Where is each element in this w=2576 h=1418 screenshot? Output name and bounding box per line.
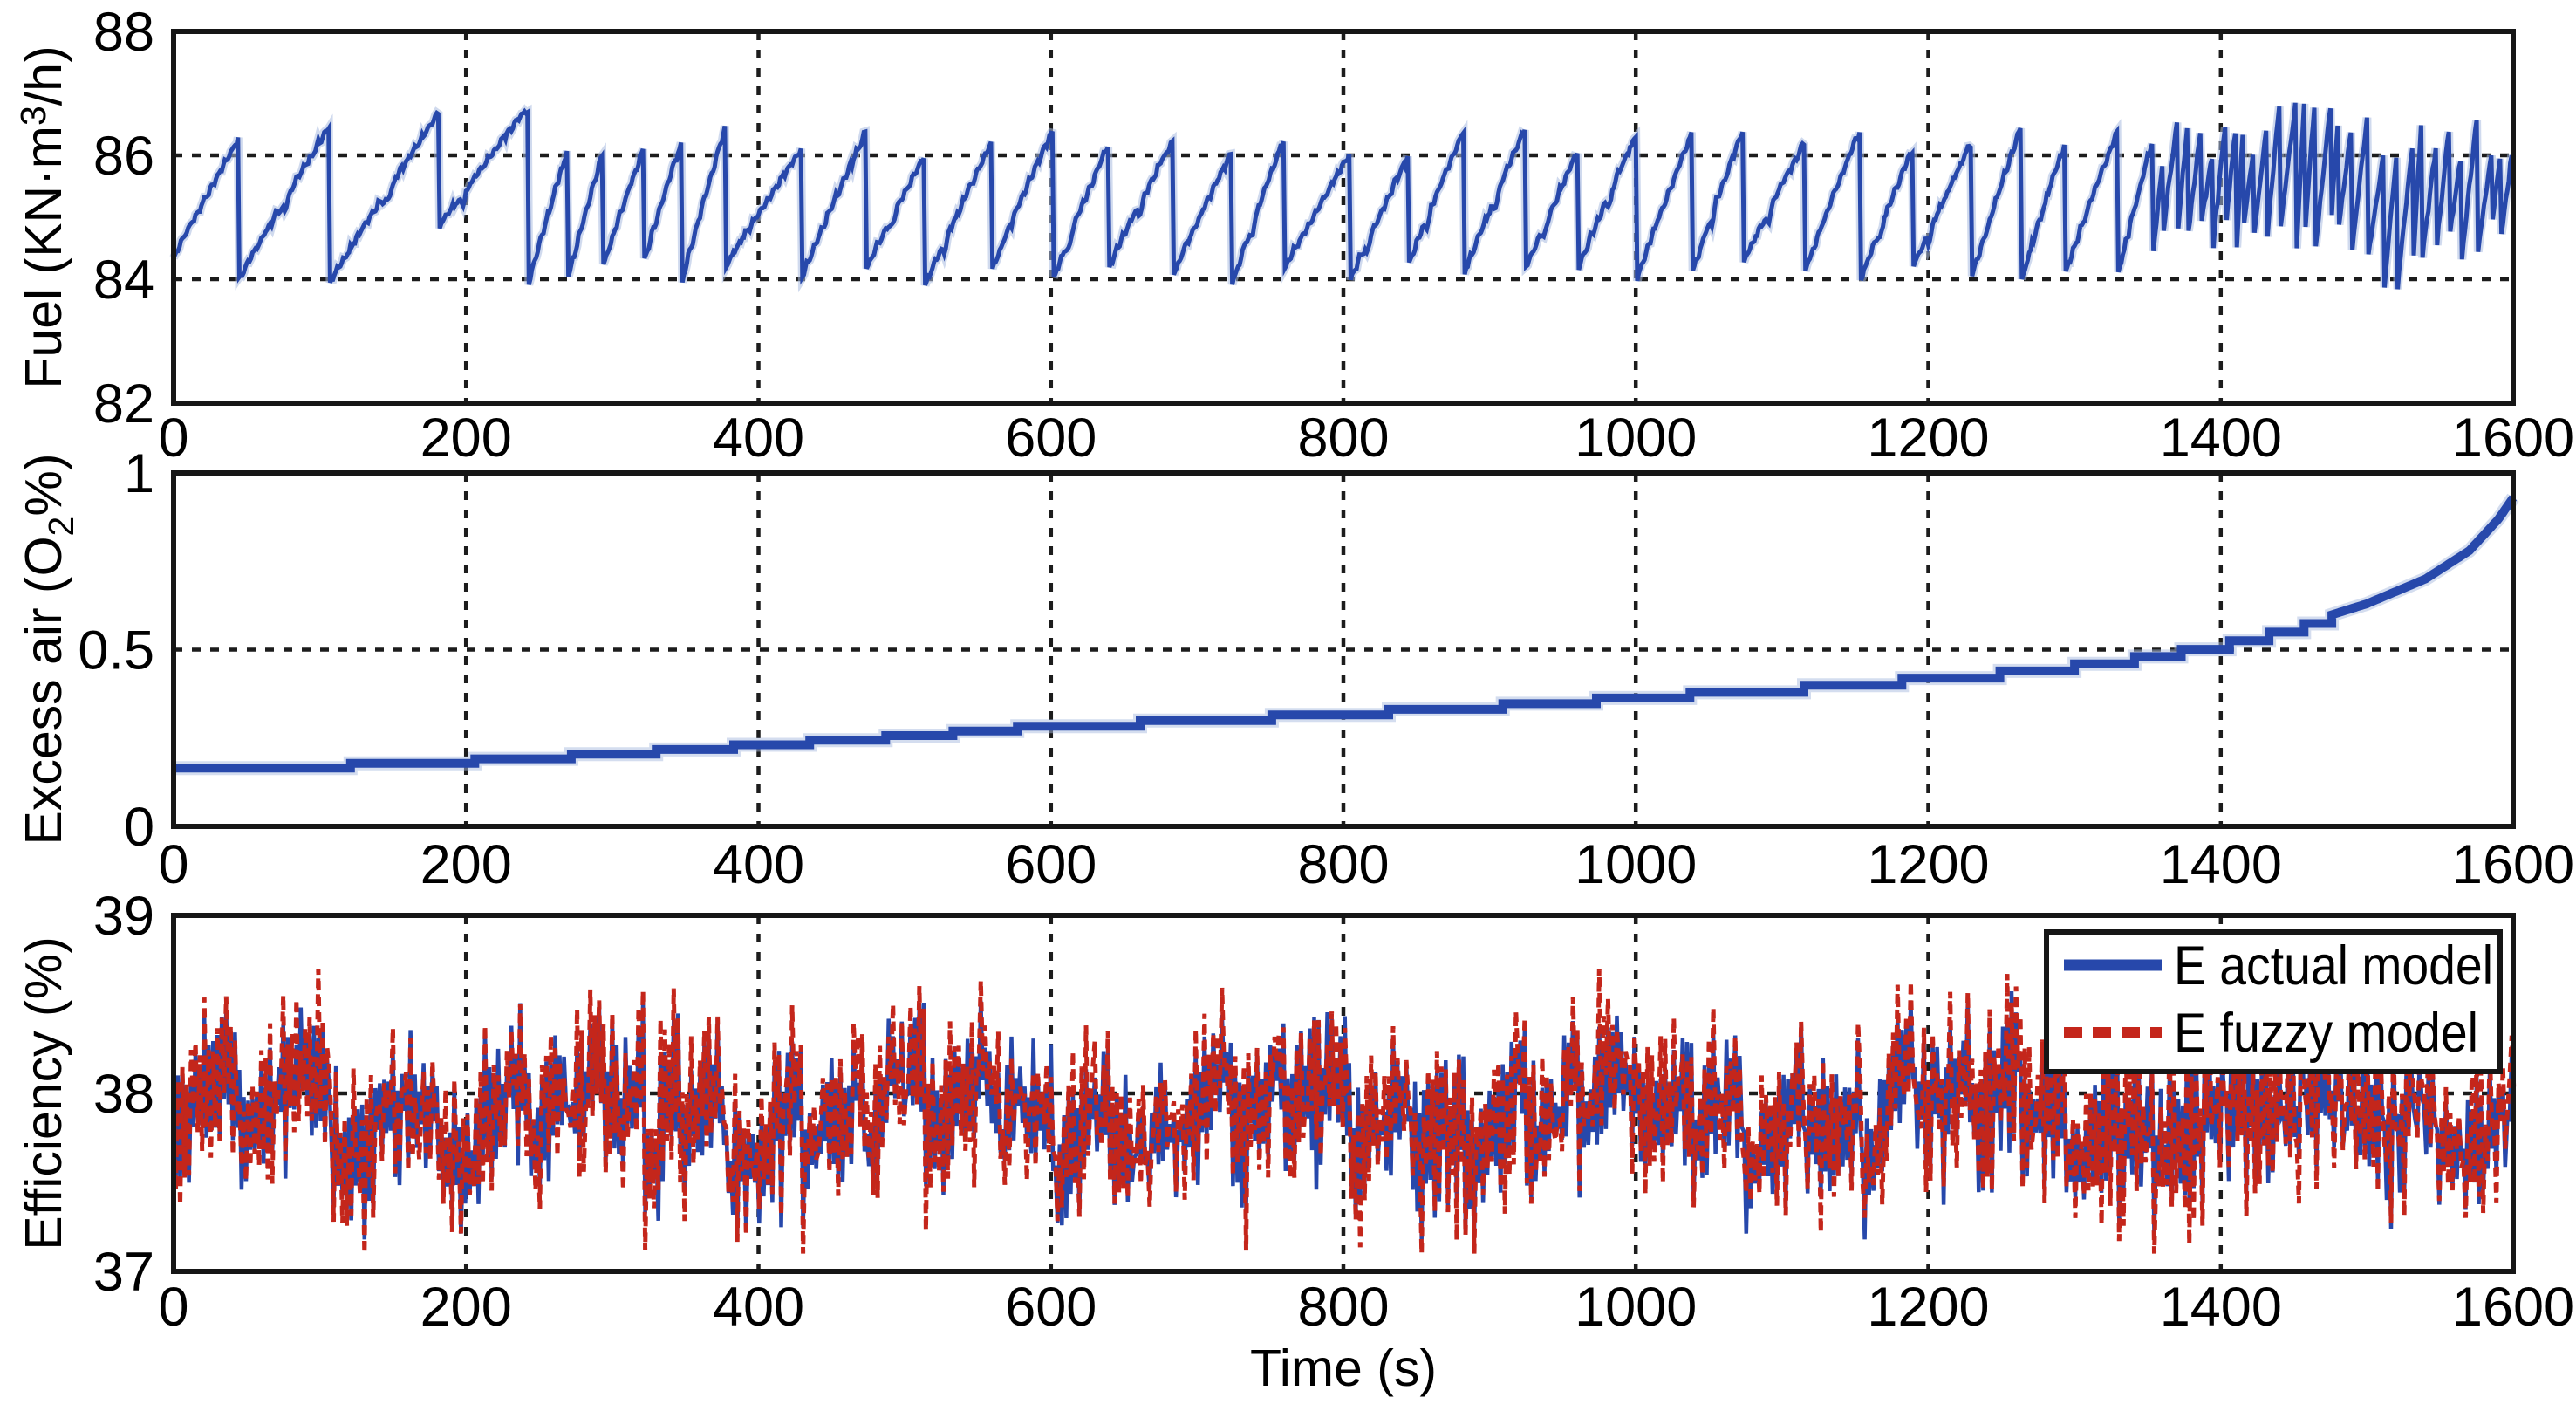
svg-text:400: 400 — [713, 1277, 804, 1338]
svg-text:1200: 1200 — [1867, 1277, 1989, 1338]
svg-text:600: 600 — [1005, 408, 1097, 469]
svg-text:37: 37 — [93, 1242, 154, 1303]
svg-text:200: 200 — [420, 408, 512, 469]
svg-text:1600: 1600 — [2452, 1277, 2574, 1338]
svg-text:E actual model: E actual model — [2174, 935, 2493, 997]
svg-text:39: 39 — [93, 886, 154, 947]
svg-text:Fuel (KN·m3/h): Fuel (KN·m3/h) — [13, 45, 72, 388]
svg-text:0: 0 — [124, 797, 154, 858]
svg-text:0: 0 — [158, 1277, 188, 1338]
svg-text:800: 800 — [1297, 834, 1389, 895]
svg-text:1400: 1400 — [2160, 408, 2282, 469]
svg-text:0.5: 0.5 — [78, 620, 154, 682]
svg-text:86: 86 — [93, 126, 154, 187]
svg-text:1200: 1200 — [1867, 834, 1989, 895]
svg-text:0: 0 — [158, 408, 188, 469]
svg-text:1200: 1200 — [1867, 408, 1989, 469]
svg-text:800: 800 — [1297, 1277, 1389, 1338]
svg-text:Efficiency (%): Efficiency (%) — [15, 936, 72, 1250]
svg-text:600: 600 — [1005, 834, 1097, 895]
svg-text:1000: 1000 — [1575, 1277, 1697, 1338]
svg-text:1600: 1600 — [2452, 408, 2574, 469]
svg-text:1000: 1000 — [1575, 834, 1697, 895]
svg-text:0: 0 — [158, 834, 188, 895]
svg-text:200: 200 — [420, 1277, 512, 1338]
svg-text:38: 38 — [93, 1064, 154, 1125]
svg-text:Excess air (O2%): Excess air (O2%) — [15, 454, 81, 846]
svg-text:1: 1 — [124, 443, 154, 504]
svg-text:84: 84 — [93, 250, 154, 311]
svg-text:200: 200 — [420, 834, 512, 895]
svg-text:400: 400 — [713, 834, 804, 895]
svg-text:1400: 1400 — [2160, 1277, 2282, 1338]
svg-text:600: 600 — [1005, 1277, 1097, 1338]
svg-text:Time (s): Time (s) — [1250, 1339, 1437, 1397]
svg-text:88: 88 — [93, 2, 154, 63]
svg-text:800: 800 — [1297, 408, 1389, 469]
svg-text:82: 82 — [93, 373, 154, 435]
svg-text:1000: 1000 — [1575, 408, 1697, 469]
svg-text:1400: 1400 — [2160, 834, 2282, 895]
svg-text:1600: 1600 — [2452, 834, 2574, 895]
svg-text:400: 400 — [713, 408, 804, 469]
svg-text:E fuzzy model: E fuzzy model — [2174, 1003, 2478, 1064]
